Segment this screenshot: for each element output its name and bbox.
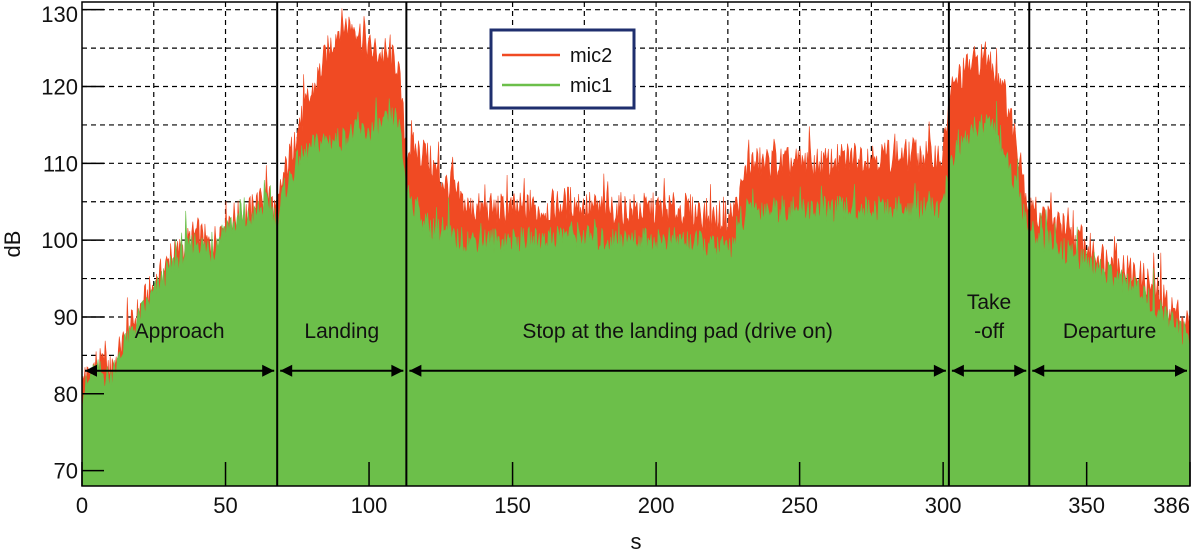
phase-arrowhead-left	[409, 364, 422, 377]
x-tick-label: 250	[781, 493, 818, 518]
area-mic1	[81, 97, 1191, 487]
x-tick-label: 150	[494, 493, 531, 518]
y-tick-label: 130	[41, 2, 78, 27]
y-tick-label: 90	[54, 305, 78, 330]
plot-frame	[81, 1, 1191, 487]
x-tick-label: 100	[351, 493, 388, 518]
x-tick-label: 350	[1068, 493, 1105, 518]
phase-arrowhead-right	[1175, 364, 1187, 377]
legend-label-mic2: mic2	[570, 45, 612, 67]
phase-label: Take	[967, 291, 1011, 314]
x-tick-label: 300	[925, 493, 962, 518]
legend: mic2 mic1	[489, 28, 636, 110]
phase-arrowhead-left	[280, 364, 293, 377]
phase-arrowhead-right	[1014, 364, 1027, 377]
y-axis-title: dB	[0, 231, 25, 258]
phase-label: Stop at the landing pad (drive on)	[522, 320, 833, 343]
x-tick-label: 200	[638, 493, 675, 518]
phase-arrowhead-right	[262, 364, 275, 377]
phase-arrowhead-right	[933, 364, 946, 377]
phase-arrowhead-left	[951, 364, 964, 377]
phase-arrowhead-left	[85, 364, 97, 377]
phase-arrowhead-left	[1032, 364, 1045, 377]
x-tick-label: 50	[213, 493, 237, 518]
y-tick-label: 100	[41, 228, 78, 253]
y-tick-label: 70	[54, 459, 78, 484]
y-tick-label: 120	[41, 75, 78, 100]
y-tick-label: 110	[43, 151, 78, 176]
phase-label: Approach	[135, 320, 225, 343]
phase-label: Departure	[1063, 320, 1156, 343]
phase-arrowhead-right	[391, 364, 404, 377]
phase-annotations: Approach Landing Stop at the landing pad (…	[85, 2, 1187, 486]
y-tick-label: 80	[54, 382, 78, 407]
phase-label-line2: -off	[974, 320, 1004, 343]
phase-label: Landing	[304, 320, 379, 343]
x-axis-title: s	[631, 529, 642, 553]
legend-label-mic1: mic1	[570, 75, 612, 97]
legend-box	[489, 28, 636, 110]
x-tick-label: 0	[76, 493, 88, 518]
x-tick-label: 386	[1153, 493, 1190, 518]
data-areas	[81, 8, 1191, 487]
tick-labels: 0 50 100 150 200 250 300 350 386 70 80 90 100 110 120 1…	[41, 2, 1191, 518]
